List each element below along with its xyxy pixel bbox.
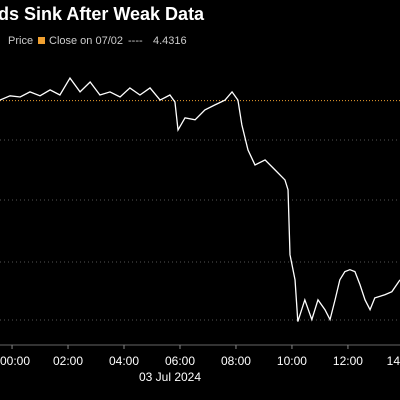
legend-dash: ----	[128, 35, 143, 47]
x-tick-label: 08:00	[221, 354, 251, 368]
x-tick-label: 02:00	[53, 354, 83, 368]
x-tick-label: 12:00	[333, 354, 363, 368]
x-tick-label: 14	[387, 354, 400, 368]
x-axis-label: 03 Jul 2024	[139, 370, 201, 384]
x-tick-label: 06:00	[165, 354, 195, 368]
legend-value: 4.4316	[153, 35, 187, 47]
x-tick-label: 04:00	[109, 354, 139, 368]
chart-title: ds Sink After Weak Data	[0, 4, 205, 24]
x-tick-label: 10:00	[277, 354, 307, 368]
price-line	[0, 76, 400, 322]
legend-label: Close on 07/02	[49, 35, 123, 47]
x-tick-label: 00:00	[0, 354, 30, 368]
legend-swatch	[38, 37, 45, 44]
legend-label: Price	[8, 35, 33, 47]
